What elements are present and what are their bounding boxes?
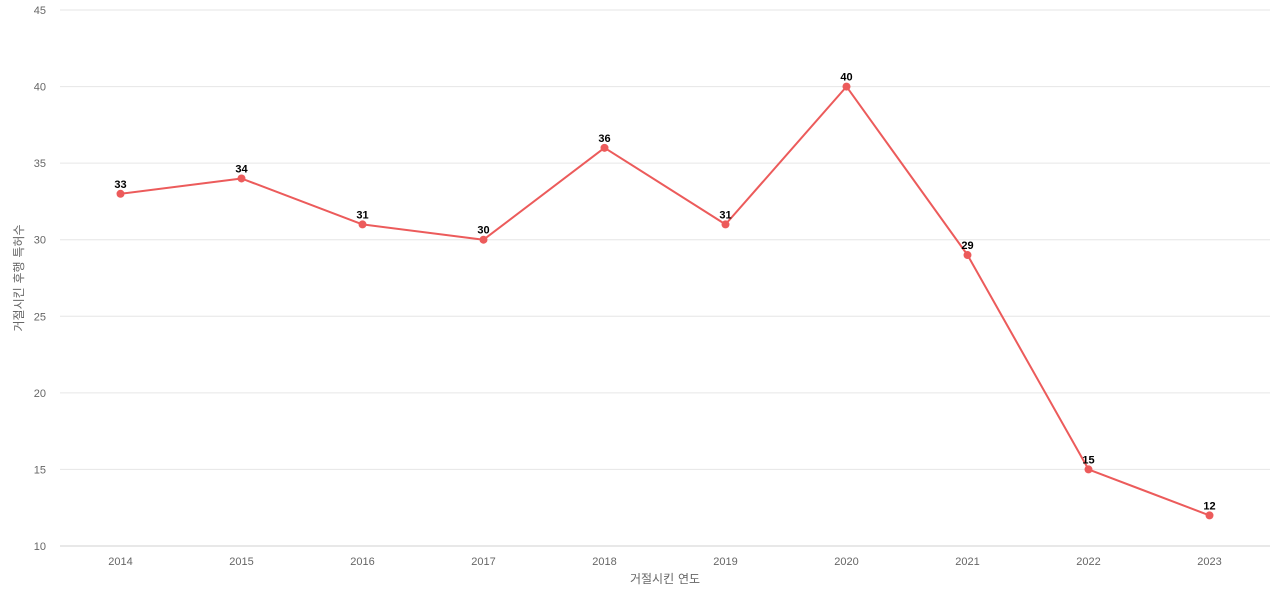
y-tick-label: 15 [34, 464, 46, 476]
data-label: 36 [598, 133, 610, 145]
y-tick-label: 40 [34, 82, 46, 94]
y-tick-label: 45 [34, 5, 46, 17]
data-label: 29 [961, 240, 973, 252]
x-tick-label: 2019 [713, 556, 737, 568]
x-tick-label: 2022 [1076, 556, 1100, 568]
data-point[interactable] [479, 235, 488, 244]
series-line [120, 85, 1210, 517]
x-tick-label: 2020 [834, 556, 858, 568]
y-axis-title: 거절시킨 후행 특허수 [11, 225, 26, 332]
data-label: 15 [1082, 454, 1094, 466]
data-label: 30 [477, 225, 489, 237]
data-label: 12 [1203, 500, 1215, 512]
data-point[interactable] [1084, 465, 1093, 474]
y-tick-label: 10 [34, 541, 46, 553]
gridlines [60, 9, 1270, 547]
series-line-group [120, 85, 1210, 517]
x-tick-label: 2018 [592, 556, 616, 568]
x-axis-title: 거절시킨 연도 [630, 572, 700, 586]
x-tick-label: 2017 [471, 556, 495, 568]
data-point[interactable] [358, 220, 367, 229]
data-label: 31 [356, 209, 368, 221]
y-axis-ticks: 10 15 20 25 30 35 40 45 [34, 5, 46, 553]
data-label: 40 [840, 72, 852, 84]
data-point[interactable] [1205, 511, 1214, 520]
data-labels: 33 34 31 30 36 31 40 29 15 12 [114, 72, 1215, 513]
data-label: 34 [235, 163, 248, 175]
data-point[interactable] [721, 220, 730, 229]
data-point[interactable] [116, 189, 125, 198]
data-point[interactable] [842, 82, 851, 91]
data-point[interactable] [963, 251, 972, 260]
x-axis-ticks: 2014 2015 2016 2017 2018 2019 2020 2021 2022 2023 [108, 556, 1221, 568]
data-points [116, 82, 1214, 520]
x-tick-label: 2014 [108, 556, 132, 568]
y-tick-label: 20 [34, 388, 46, 400]
data-label: 31 [719, 209, 731, 221]
x-tick-label: 2016 [350, 556, 374, 568]
x-tick-label: 2021 [955, 556, 979, 568]
y-tick-label: 30 [34, 235, 46, 247]
y-tick-label: 25 [34, 311, 46, 323]
data-label: 33 [114, 179, 126, 191]
x-tick-label: 2015 [229, 556, 253, 568]
y-tick-label: 35 [34, 158, 46, 170]
data-point[interactable] [600, 143, 609, 152]
data-point[interactable] [237, 174, 246, 183]
x-tick-label: 2023 [1197, 556, 1221, 568]
